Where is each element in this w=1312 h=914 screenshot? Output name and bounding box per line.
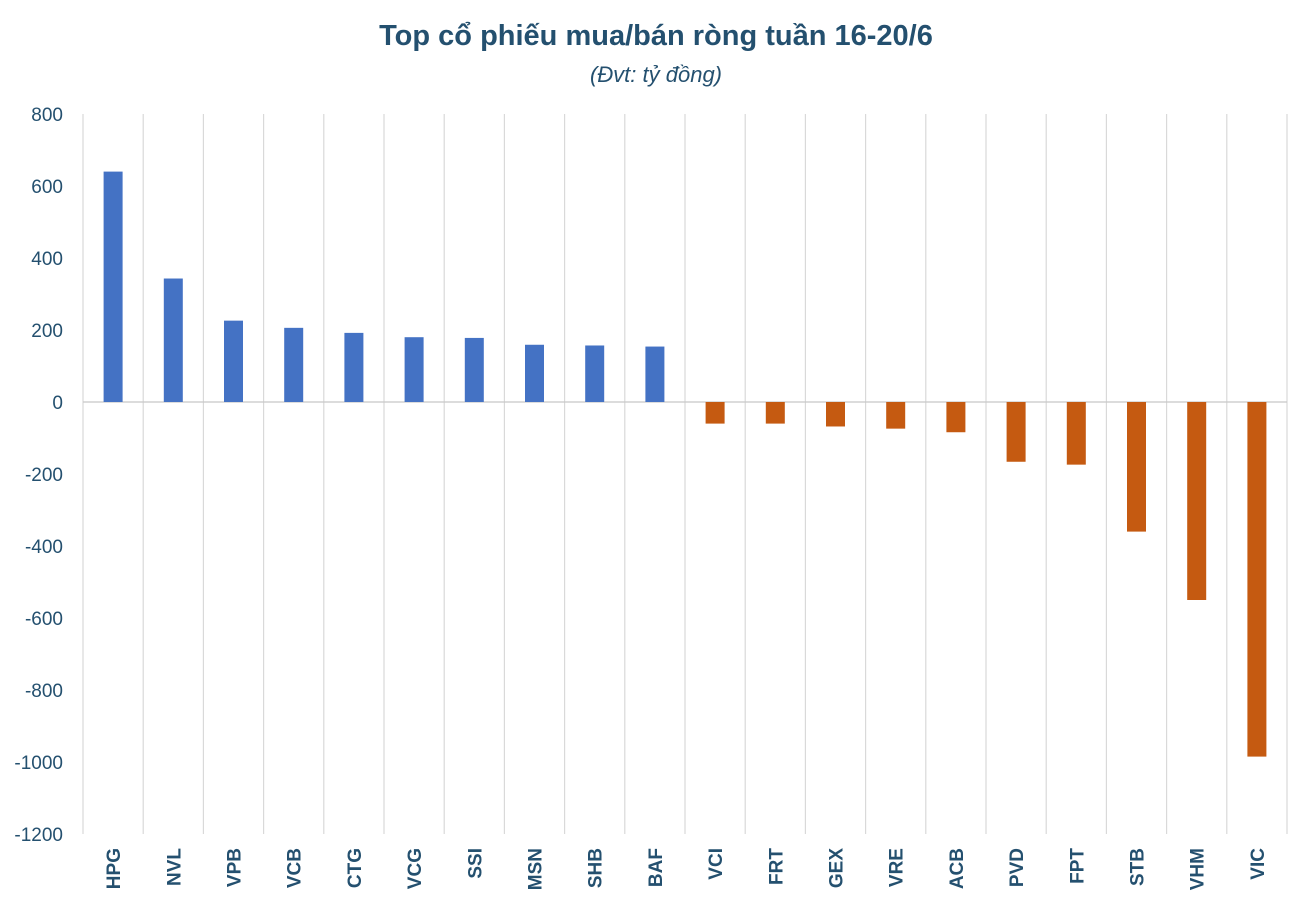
x-tick-label: ACB — [947, 848, 968, 889]
bar-ctg — [344, 332, 364, 402]
y-tick-label: -400 — [25, 537, 63, 558]
x-tick-label: SSI — [465, 848, 486, 879]
bars — [103, 171, 1267, 757]
x-tick-label: VPB — [225, 848, 246, 887]
x-tick-label: HPG — [104, 848, 125, 889]
y-axis-ticks: 800 600 400 200 0 -200 -400 -600 -800 -1000 -1200 — [14, 105, 63, 846]
x-tick-label: VCB — [285, 848, 306, 888]
bar-hpg — [103, 171, 123, 402]
bar-fpt — [1066, 402, 1086, 465]
x-tick-label: PVD — [1007, 848, 1028, 887]
bar-stb — [1127, 402, 1146, 532]
bar-vci — [705, 402, 725, 424]
x-tick-label: FRT — [766, 848, 787, 885]
x-tick-label: CTG — [345, 848, 366, 888]
bar-vre — [886, 402, 906, 429]
bar-vcb — [284, 327, 304, 402]
bar-nvl — [163, 278, 183, 402]
x-tick-label: BAF — [646, 848, 667, 887]
chart-subtitle: (Đvt: tỷ đồng) — [590, 62, 722, 87]
x-tick-label: VHM — [1188, 848, 1209, 890]
y-tick-label: 200 — [31, 321, 63, 342]
y-tick-label: 0 — [52, 393, 63, 414]
bar-gex — [826, 402, 845, 427]
y-tick-label: 600 — [31, 177, 63, 198]
y-tick-label: 400 — [31, 249, 63, 270]
y-tick-label: -600 — [25, 609, 63, 630]
bar-ssi — [464, 337, 484, 402]
x-tick-label: GEX — [827, 848, 848, 888]
x-tick-label: STB — [1128, 848, 1149, 886]
x-tick-label: VRE — [887, 848, 908, 887]
y-tick-label: -800 — [25, 681, 63, 702]
y-tick-label: -200 — [25, 465, 63, 486]
chart-title: Top cổ phiếu mua/bán ròng tuần 16-20/6 — [379, 20, 933, 52]
bar-shb — [585, 345, 605, 402]
bar-msn — [525, 344, 544, 402]
y-tick-label: -1200 — [14, 825, 63, 846]
x-tick-label: NVL — [164, 848, 185, 886]
bar-pvd — [1006, 402, 1026, 462]
bar-vpb — [224, 320, 243, 402]
x-tick-label: SHB — [586, 848, 607, 888]
x-tick-label: VCG — [405, 848, 426, 889]
x-tick-label: VCI — [706, 848, 727, 880]
x-tick-label: MSN — [526, 848, 547, 890]
y-tick-label: -1000 — [14, 753, 63, 774]
x-tick-label: VIC — [1248, 848, 1269, 880]
gridlines — [82, 114, 1288, 834]
x-tick-label: FPT — [1067, 848, 1088, 884]
bar-vhm — [1187, 402, 1207, 600]
bar-frt — [765, 402, 785, 424]
y-tick-label: 800 — [31, 105, 63, 126]
x-axis-ticks: HPG NVL VPB VCB CTG VCG SSI MSN SHB BAF VCI FRT GEX V… — [104, 848, 1269, 891]
bar-baf — [645, 346, 665, 402]
bar-vic — [1247, 402, 1267, 757]
bar-acb — [946, 402, 966, 433]
bar-vcg — [404, 337, 424, 402]
